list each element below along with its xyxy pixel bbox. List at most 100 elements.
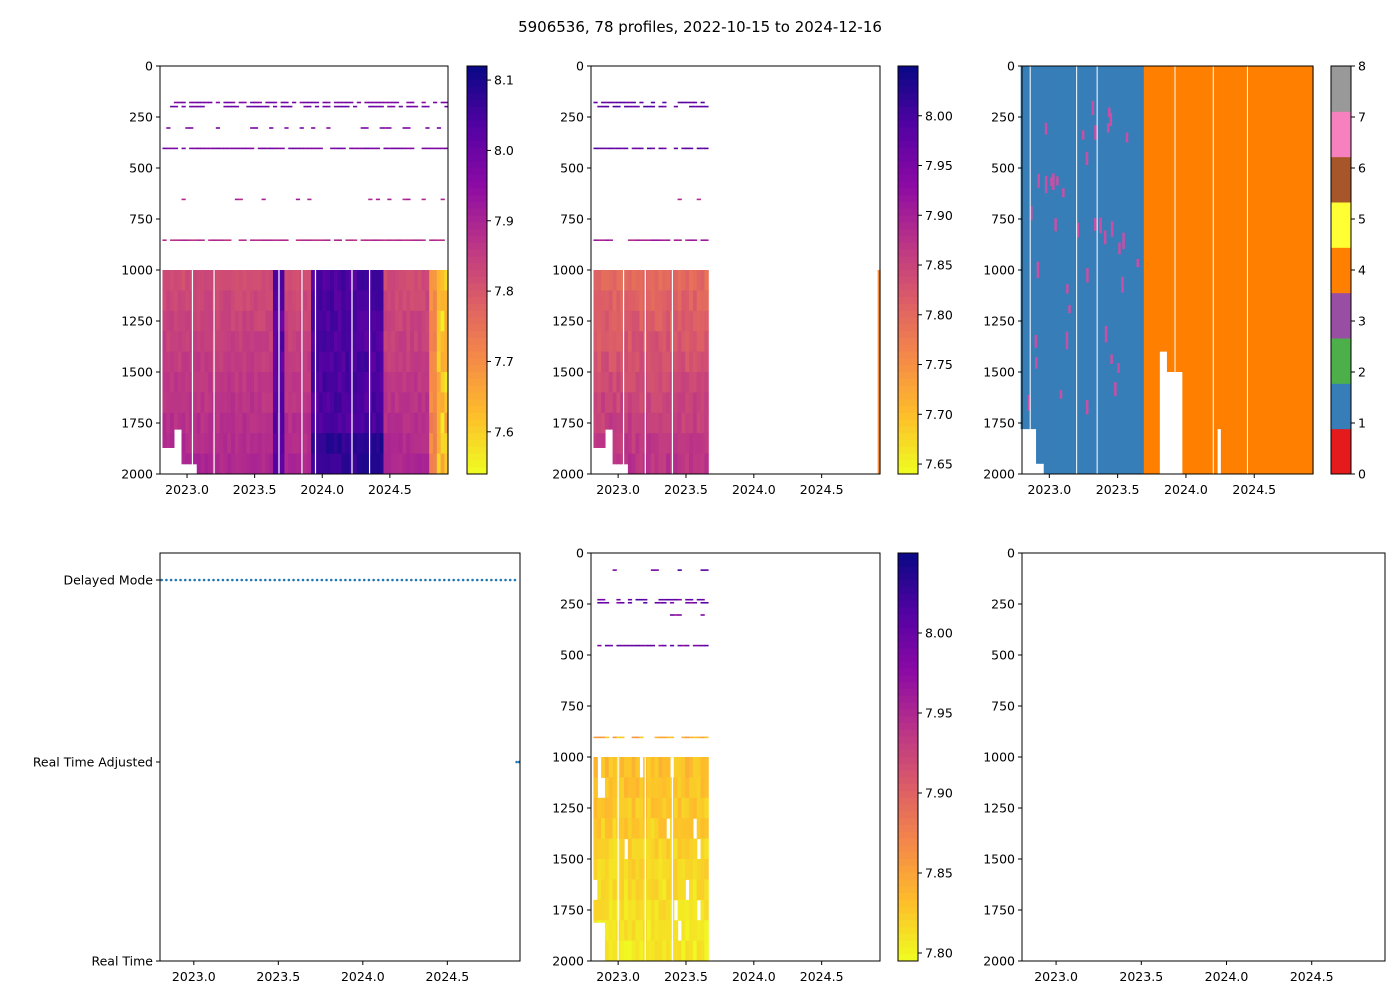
heat-cell: [700, 433, 705, 455]
heat-cell: [662, 101, 667, 104]
heat-cell: [673, 331, 679, 353]
heat-cell: [219, 239, 224, 241]
heat-cell: [284, 351, 289, 373]
qc-cell: [1043, 66, 1049, 474]
heat-cell: [204, 453, 209, 475]
heat-cell: [173, 310, 179, 332]
heat-cell: [677, 453, 683, 475]
heat-cell: [292, 331, 297, 353]
heat-cell: [322, 105, 327, 108]
heat-cell: [673, 453, 679, 475]
heat-cell: [631, 899, 637, 921]
heat-cell: [627, 598, 633, 601]
heat-cell: [284, 239, 289, 241]
heat-cell: [406, 105, 411, 108]
heat-cell: [166, 147, 171, 150]
heat-cell: [662, 290, 667, 312]
heat-cell: [261, 239, 266, 241]
heat-cell: [253, 351, 259, 373]
heat-cell: [379, 392, 385, 414]
colorbar-segment: [467, 242, 487, 251]
heat-cell: [391, 372, 396, 393]
heat-cell: [666, 797, 671, 819]
colorbar-segment: [467, 202, 487, 210]
heat-cell: [433, 310, 438, 332]
mode-point: [395, 578, 399, 582]
heat-cell: [677, 644, 682, 647]
y-tick-label: 0: [1007, 546, 1015, 561]
heat-cell: [379, 290, 385, 312]
mode-point: [513, 578, 517, 582]
colorbar-segment: [467, 215, 487, 223]
heat-cell: [433, 351, 438, 373]
heat-cell: [673, 598, 678, 601]
heat-cell: [292, 392, 297, 414]
heat-cell: [333, 239, 339, 241]
heat-cell: [650, 777, 656, 799]
mode-point: [216, 578, 220, 582]
heat-cell: [444, 351, 449, 373]
heat-cell: [639, 290, 644, 312]
heat-cell: [192, 101, 198, 104]
heat-cell: [280, 351, 285, 373]
colorbar-tick-label: 7: [1358, 110, 1366, 125]
heat-cell: [269, 147, 274, 150]
heat-cell: [627, 453, 633, 475]
heat-cell: [635, 940, 640, 962]
heat-cell: [654, 797, 660, 819]
heat-cell: [704, 453, 709, 475]
heat-cell: [387, 331, 392, 353]
heat-cell: [265, 351, 270, 373]
heat-cell: [413, 392, 419, 414]
heat-cell: [436, 310, 442, 332]
heat-cell: [612, 940, 618, 962]
heat-cell: [326, 351, 331, 373]
heat-cell: [700, 644, 705, 647]
heat-cell: [345, 239, 350, 241]
heat-cell: [189, 147, 194, 150]
heat-cell: [658, 412, 663, 434]
colorbar-segment: [898, 440, 918, 448]
heat-cell: [177, 351, 183, 373]
heat-cell: [635, 433, 640, 455]
qc-cell: [1065, 331, 1069, 350]
heat-cell: [215, 392, 221, 414]
y-tick-label: 1250: [983, 801, 1015, 816]
heat-cell: [307, 105, 312, 108]
colorbar-tick-label: 8.00: [925, 108, 953, 123]
heat-cell: [265, 310, 270, 332]
y-tick-label: 1000: [552, 263, 584, 278]
heat-cell: [627, 412, 633, 434]
heat-cell: [658, 598, 663, 601]
heat-cell: [631, 818, 637, 840]
qc-cell: [1263, 66, 1268, 474]
heat-cell: [383, 147, 388, 150]
heat-cell: [421, 453, 426, 475]
heat-cell: [433, 433, 438, 455]
colorbar-tick-label: 2: [1358, 365, 1366, 380]
heat-cell: [242, 331, 247, 353]
heat-cell: [250, 101, 255, 104]
heat-cell: [238, 331, 244, 353]
heat-cell: [593, 290, 598, 312]
heat-cell: [303, 392, 308, 414]
heat-cell: [307, 331, 312, 353]
heat-cell: [387, 239, 392, 241]
heat-cell: [215, 412, 221, 434]
qc-cell: [1055, 66, 1060, 474]
heat-cell: [689, 412, 694, 434]
colorbar-segment: [467, 168, 487, 176]
qc-cell: [1030, 206, 1033, 221]
heat-cell: [627, 101, 633, 104]
heat-cell: [616, 290, 621, 312]
heat-cell: [394, 101, 400, 104]
qc-cell: [1290, 66, 1295, 474]
qc-cell: [1056, 176, 1059, 186]
heat-cell: [658, 392, 663, 414]
heat-cell: [616, 392, 621, 414]
heat-cell: [307, 198, 312, 201]
heat-cell: [223, 290, 228, 312]
heat-cell: [177, 331, 183, 353]
colorbar-segment: [898, 784, 918, 792]
qc-cell: [1247, 66, 1253, 474]
